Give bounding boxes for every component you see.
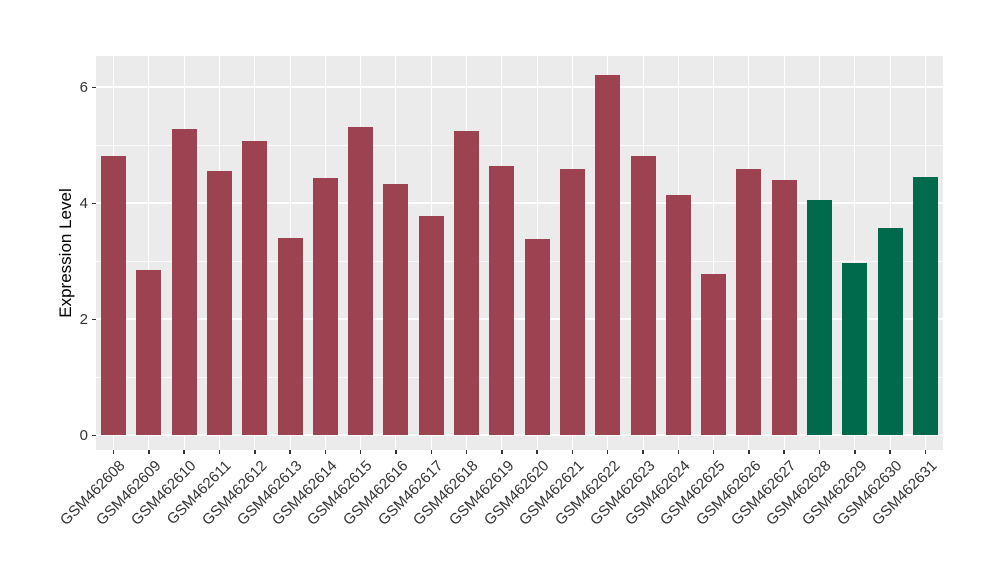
x-tick-mark — [854, 450, 856, 454]
bar-GSM462621 — [559, 168, 585, 436]
bar-GSM462609 — [136, 270, 162, 436]
bar-GSM462628 — [806, 199, 832, 436]
x-tick-mark — [148, 450, 150, 454]
y-tick-label: 4 — [79, 194, 88, 212]
gridline-minor — [96, 376, 943, 378]
bar-GSM462615 — [348, 127, 374, 436]
x-tick-mark — [642, 450, 644, 454]
y-tick-label: 0 — [79, 426, 88, 444]
x-tick-mark — [712, 450, 715, 454]
x-tick-mark — [924, 450, 927, 454]
x-tick-mark — [289, 450, 291, 454]
x-tick-mark — [677, 450, 680, 454]
gridline-major — [96, 86, 943, 89]
y-tick-mark — [92, 318, 96, 321]
bar-GSM462627 — [771, 179, 797, 436]
x-tick-mark — [571, 450, 574, 454]
bar-GSM462614 — [312, 178, 338, 436]
bar-GSM462629 — [842, 262, 868, 436]
gridline-vertical — [713, 56, 715, 450]
x-tick-mark — [501, 450, 503, 454]
bar-GSM462624 — [665, 195, 691, 436]
bar-GSM462613 — [277, 238, 303, 436]
y-tick-label: 2 — [79, 310, 88, 328]
bar-GSM462608 — [101, 155, 127, 436]
x-tick-mark — [324, 450, 327, 454]
gridline-vertical — [854, 56, 856, 450]
bar-GSM462618 — [454, 130, 480, 436]
bar-GSM462616 — [383, 184, 409, 436]
y-tick-label: 6 — [79, 78, 88, 96]
bar-GSM462626 — [736, 168, 762, 436]
x-tick-mark — [889, 450, 891, 454]
bar-GSM462622 — [595, 74, 621, 436]
x-tick-mark — [465, 450, 468, 454]
y-tick-mark — [92, 86, 96, 89]
x-tick-mark — [218, 450, 221, 454]
bar-GSM462623 — [630, 156, 656, 436]
x-tick-mark — [112, 450, 115, 454]
bar-GSM462617 — [418, 216, 444, 436]
gridline-minor — [96, 144, 943, 146]
gridline-vertical — [148, 56, 150, 450]
x-tick-mark — [395, 450, 397, 454]
x-tick-mark — [748, 450, 750, 454]
bar-GSM462611 — [207, 170, 233, 436]
bar-GSM462630 — [877, 228, 903, 436]
x-tick-mark — [183, 450, 185, 454]
x-tick-mark — [783, 450, 785, 454]
gridline-major — [96, 318, 943, 321]
chart-panel — [96, 56, 943, 450]
x-tick-mark — [818, 450, 821, 454]
y-tick-mark — [92, 434, 96, 437]
gridline-minor — [96, 260, 943, 262]
x-tick-mark — [359, 450, 362, 454]
gridline-major — [96, 434, 943, 437]
bar-GSM462610 — [171, 129, 197, 436]
y-axis-title: Expression Level — [56, 188, 75, 318]
x-tick-mark — [606, 450, 609, 454]
x-tick-mark — [430, 450, 433, 454]
x-tick-mark — [254, 450, 256, 454]
gridline-major — [96, 202, 943, 205]
x-tick-mark — [536, 450, 538, 454]
bar-GSM462631 — [912, 177, 938, 436]
bar-GSM462620 — [524, 238, 550, 436]
bar-GSM462612 — [242, 140, 268, 436]
bar-GSM462625 — [701, 274, 727, 436]
y-tick-mark — [92, 202, 96, 205]
bar-GSM462619 — [489, 166, 515, 436]
